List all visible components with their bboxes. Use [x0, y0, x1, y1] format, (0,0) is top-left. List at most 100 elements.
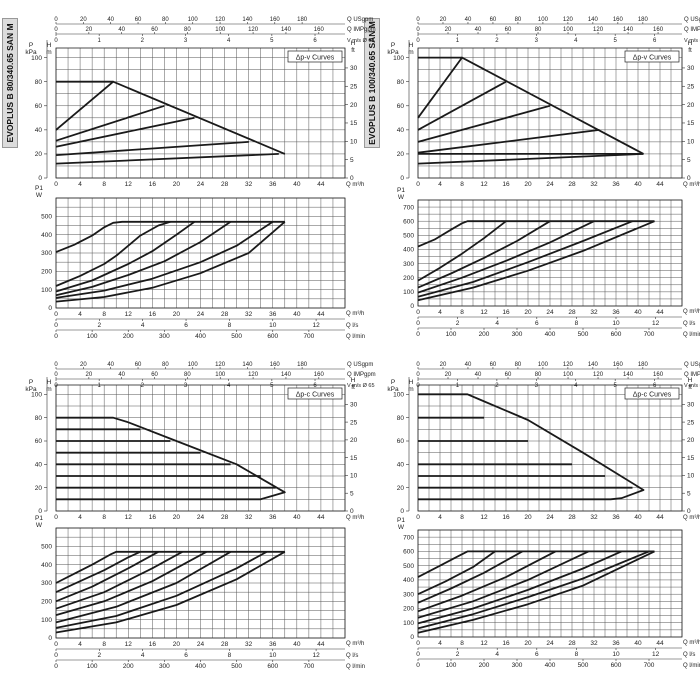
tick-label-kpa: 60	[397, 438, 405, 445]
curve-power-2	[55, 221, 196, 293]
tick-label-w: 100	[403, 620, 414, 627]
curve-power-4	[55, 221, 274, 299]
tick-label-kpa: 80	[397, 415, 405, 422]
tick-label-q-m3h: 16	[502, 640, 510, 647]
label-m: m	[408, 386, 413, 393]
tick-label-q-m3h: 0	[54, 311, 58, 318]
tick-label-lmin: 0	[54, 663, 58, 670]
tick-label-usgpm: 140	[242, 362, 253, 368]
tick-label-lmin: 700	[303, 333, 314, 340]
label-ft: ft	[351, 47, 355, 54]
tick-label-imp: 160	[653, 372, 664, 378]
tick-label-usgpm: 180	[297, 362, 308, 368]
tick-label-q-m3h: 0	[54, 181, 58, 188]
tick-label-ft: 25	[350, 83, 358, 90]
tick-label-ft: 25	[687, 83, 695, 90]
label-h: H	[409, 379, 414, 386]
tick-label-ls: 0	[54, 322, 58, 329]
label-q-m3h: Q m³/h	[346, 311, 364, 317]
tick-label-q-m3h: 20	[173, 514, 181, 521]
tick-label-lmin: 500	[578, 331, 589, 338]
tick-label-v: 4	[227, 383, 231, 389]
legend-text: Δp-c Curves	[633, 392, 672, 399]
tick-label-v: 1	[97, 38, 101, 44]
curve-power-7	[55, 551, 286, 634]
tick-label-usgpm: 100	[188, 17, 199, 23]
label-q-ls: Q l/s	[346, 653, 358, 659]
tick-label-usgpm: 100	[188, 362, 199, 368]
tick-label-imp: 0	[54, 372, 58, 378]
tick-label-w: 600	[403, 218, 414, 225]
tick-label-imp: 60	[151, 27, 158, 33]
tick-label-ft: 20	[687, 102, 695, 109]
tick-label-usgpm: 80	[515, 362, 522, 368]
tick-label-w: 500	[41, 544, 52, 551]
tick-label-v: 6	[313, 383, 317, 389]
tick-label-q-m3h: 28	[221, 641, 229, 648]
tick-label-ft: 5	[687, 490, 691, 497]
tick-label-imp: 160	[653, 27, 664, 33]
tick-label-w: 0	[410, 303, 414, 310]
tick-label-kpa: 100	[393, 392, 404, 399]
tick-label-imp: 100	[215, 27, 226, 33]
curve-power-3	[55, 221, 232, 297]
tick-label-ls: 2	[98, 652, 102, 659]
tick-label-w: 300	[41, 250, 52, 257]
tick-label-usgpm: 120	[215, 362, 226, 368]
tick-label-ft: 10	[350, 139, 358, 146]
tick-label-q-m3h: 44	[656, 181, 664, 188]
label-p: P	[29, 42, 33, 49]
tick-label-kpa: 60	[35, 103, 43, 110]
tick-label-q-m3h: 36	[269, 641, 277, 648]
tick-label-q-m3h: 32	[245, 641, 253, 648]
label-p: P	[391, 42, 395, 49]
tick-label-kpa: 80	[35, 79, 43, 86]
series-title-80: EVOPLUS B 80/340.65 SAN M	[2, 18, 18, 148]
label-q-ls: Q l/s	[683, 321, 695, 327]
curve-power-5	[417, 220, 655, 302]
label-q-ls: Q l/s	[346, 323, 358, 329]
tick-label-usgpm: 180	[638, 17, 649, 23]
tick-label-ft: 0	[350, 175, 354, 182]
tick-label-v: 5	[270, 383, 274, 389]
tick-label-q-m3h: 20	[524, 181, 532, 188]
label-ft: ft	[688, 47, 692, 54]
tick-label-v: 3	[535, 38, 539, 44]
tick-label-lmin: 500	[231, 333, 242, 340]
tick-label-imp: 120	[593, 372, 604, 378]
tick-label-ft: 20	[350, 102, 358, 109]
tick-label-q-m3h: 12	[125, 514, 133, 521]
label-p: P	[391, 379, 395, 386]
label-kpa: kPa	[387, 386, 399, 393]
tick-label-v: 3	[184, 383, 188, 389]
tick-label-v: 2	[141, 383, 145, 389]
tick-label-ft: 20	[687, 437, 695, 444]
tick-label-usgpm: 40	[107, 362, 114, 368]
tick-label-ft: 10	[687, 473, 695, 480]
plot-frame	[55, 47, 346, 179]
tick-label-q-m3h: 20	[524, 514, 532, 521]
tick-label-q-m3h: 24	[197, 641, 205, 648]
label-kpa: kPa	[25, 49, 37, 56]
tick-label-ls: 10	[269, 652, 277, 659]
label-p1: P1	[35, 185, 43, 192]
tick-label-usgpm: 40	[465, 362, 472, 368]
tick-label-q-m3h: 20	[524, 640, 532, 647]
tick-label-ft: 0	[687, 175, 691, 182]
tick-label-imp: 0	[416, 372, 420, 378]
tick-label-v: 2	[141, 38, 145, 44]
tick-label-ls: 8	[228, 652, 232, 659]
tick-label-usgpm: 40	[107, 17, 114, 23]
tick-label-q-m3h: 24	[546, 514, 554, 521]
tick-label-ft: 10	[687, 139, 695, 146]
tick-label-ft: 5	[350, 490, 354, 497]
tick-label-q-m3h: 4	[78, 311, 82, 318]
tick-label-v: 6	[653, 383, 657, 389]
tick-label-q-m3h: 16	[149, 311, 157, 318]
label-q-lmin: Q l/min	[683, 332, 700, 338]
tick-label-usgpm: 160	[270, 17, 281, 23]
curve-power-4	[417, 220, 633, 298]
